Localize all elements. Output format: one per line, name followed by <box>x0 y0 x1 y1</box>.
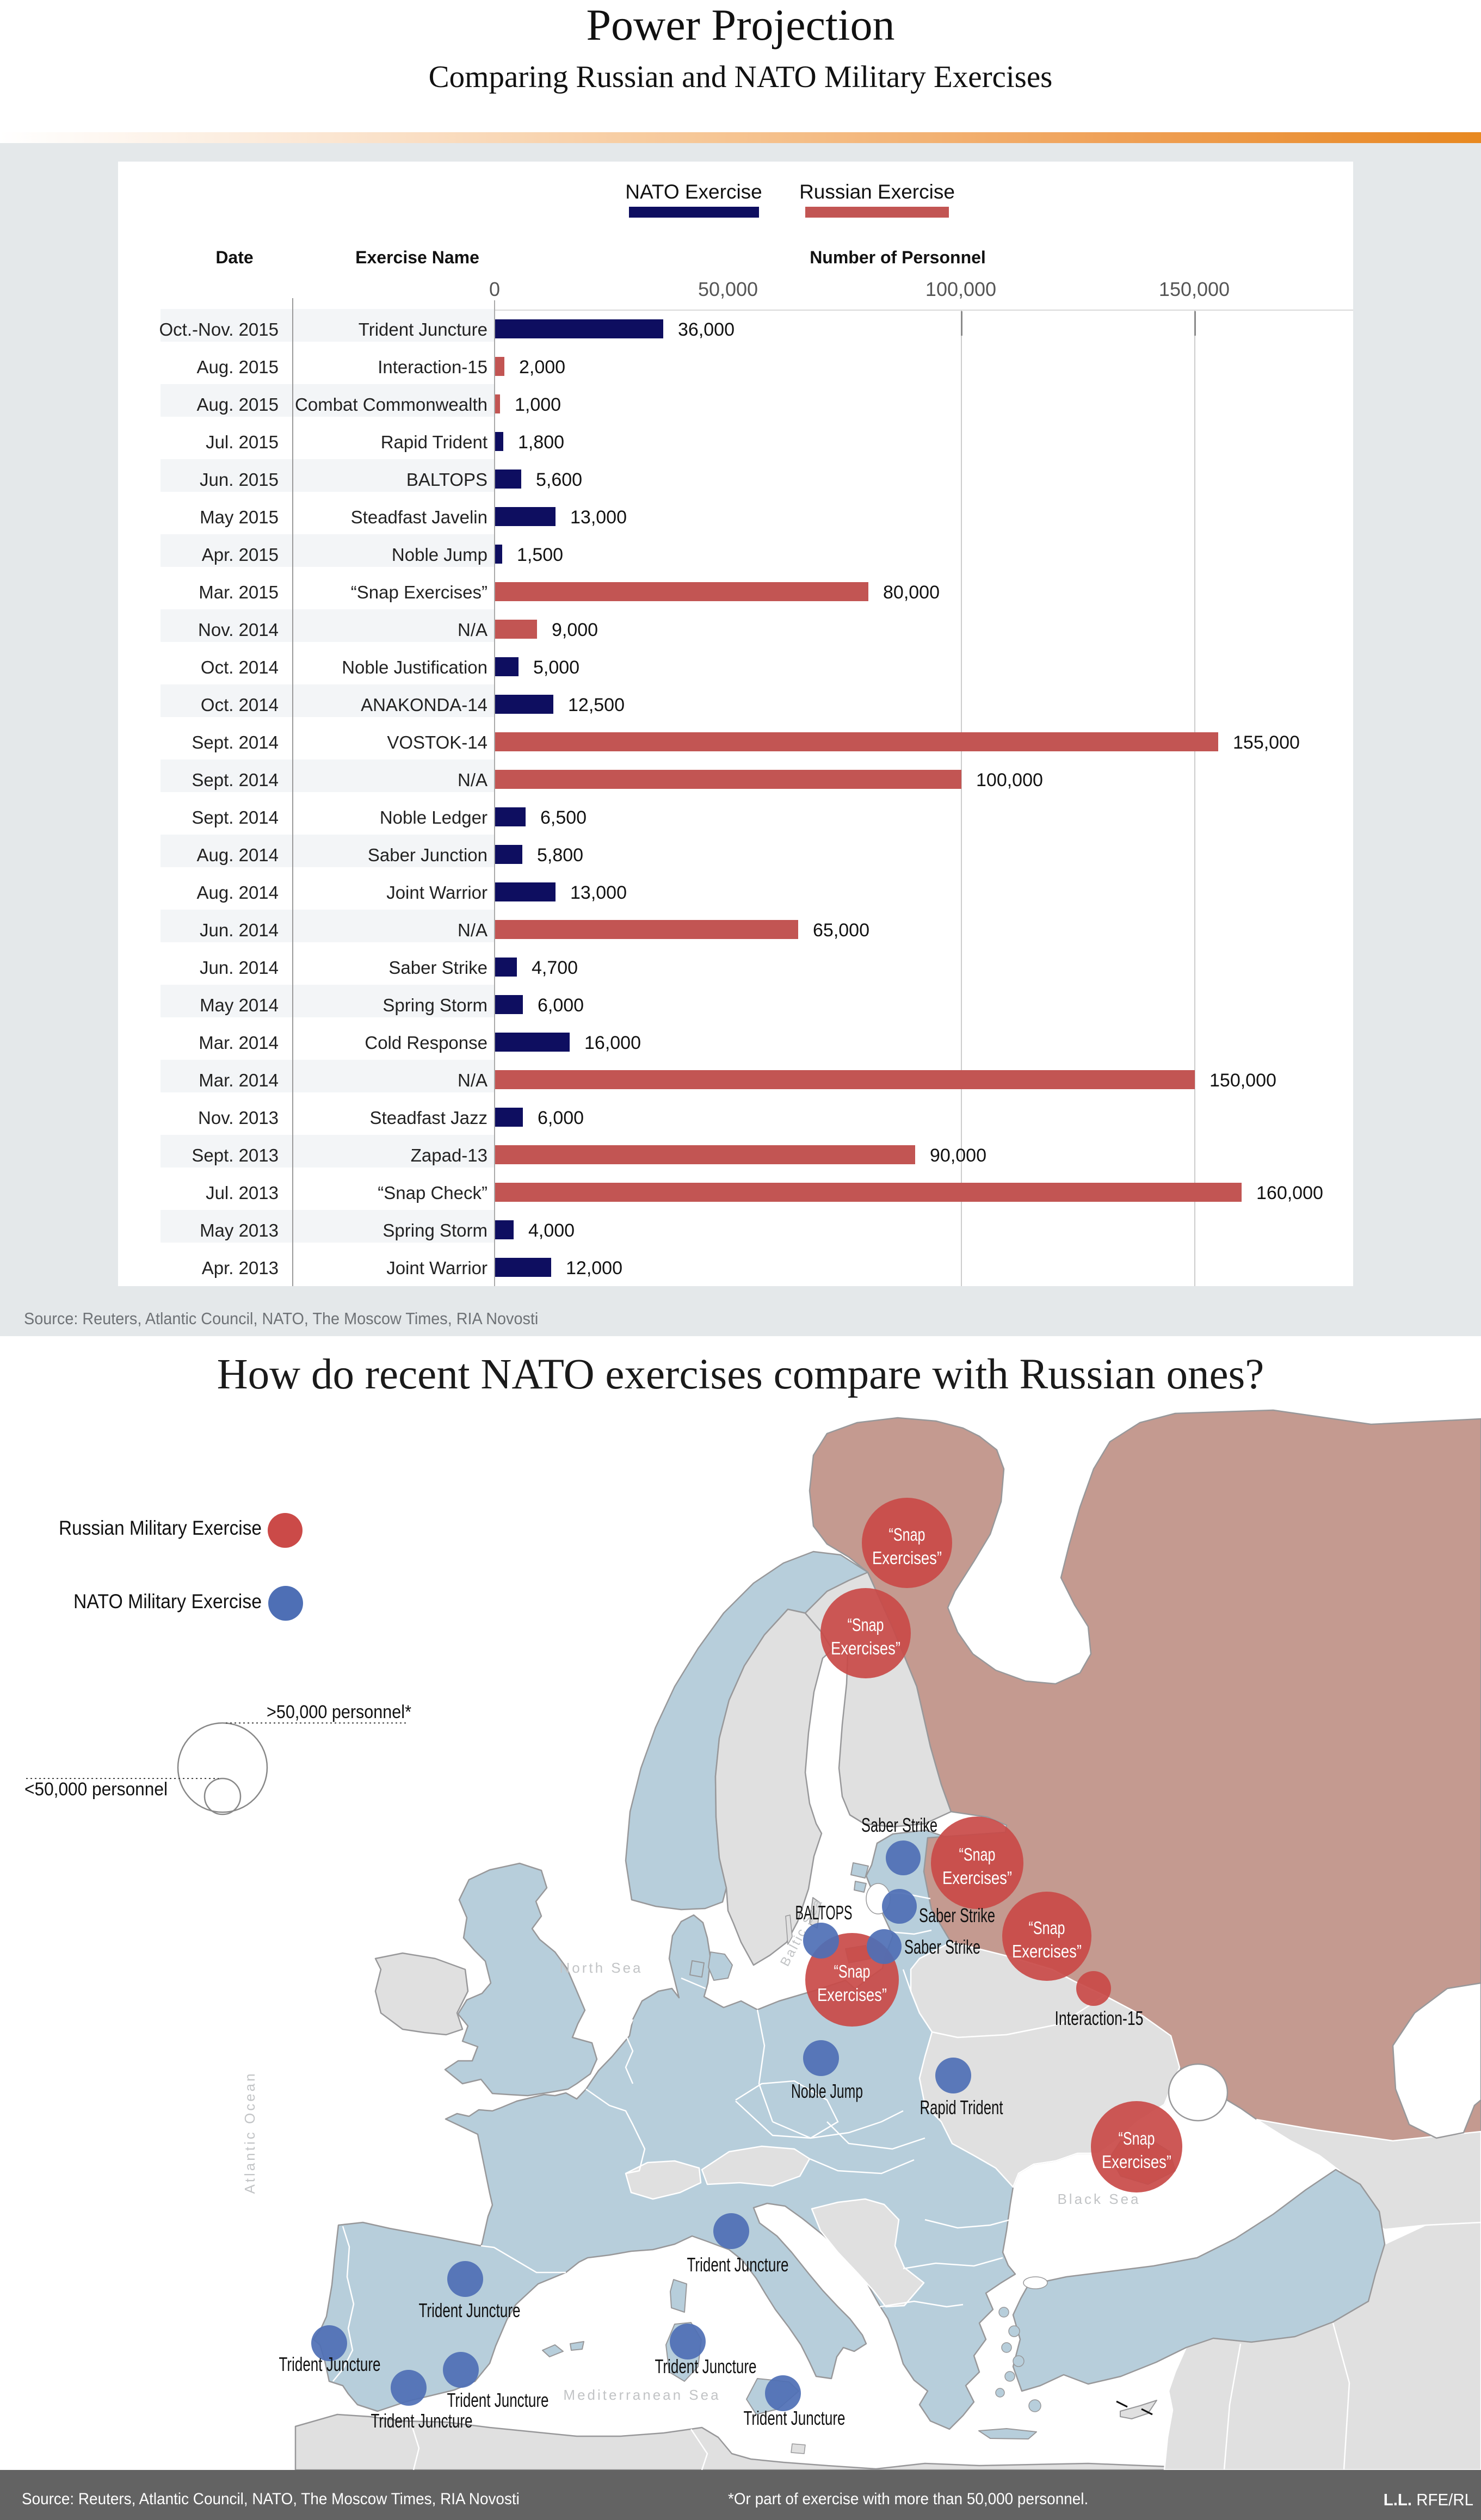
svg-text:Trident Juncture: Trident Juncture <box>371 2410 473 2432</box>
svg-text:Saber Strike: Saber Strike <box>904 1936 980 1958</box>
svg-text:Saber Strike: Saber Strike <box>861 1814 937 1836</box>
svg-text:Black Sea: Black Sea <box>1057 2191 1140 2207</box>
svg-text:Exercises”: Exercises” <box>817 1985 887 2005</box>
svg-text:Trident Juncture: Trident Juncture <box>744 2407 846 2429</box>
svg-text:Mediterranean Sea: Mediterranean Sea <box>563 2387 720 2403</box>
svg-text:“Snap: “Snap <box>848 1615 884 1635</box>
svg-text:Trident Juncture: Trident Juncture <box>419 2299 521 2321</box>
svg-text:Trident Juncture: Trident Juncture <box>447 2389 549 2411</box>
svg-text:“Snap: “Snap <box>959 1844 996 1864</box>
svg-text:“Snap: “Snap <box>1029 1918 1065 1938</box>
svg-text:Russian Military Exercise: Russian Military Exercise <box>59 1517 262 1539</box>
svg-text:Exercises”: Exercises” <box>872 1548 942 1568</box>
svg-text:Exercises”: Exercises” <box>1102 2152 1171 2172</box>
svg-text:Trident Juncture: Trident Juncture <box>279 2353 381 2375</box>
svg-text:Saber Strike: Saber Strike <box>919 1904 995 1926</box>
svg-text:Trident Juncture: Trident Juncture <box>687 2253 789 2276</box>
svg-text:Exercises”: Exercises” <box>831 1638 900 1658</box>
svg-text:NATO Military Exercise: NATO Military Exercise <box>73 1590 262 1613</box>
svg-text:BALTOPS: BALTOPS <box>795 1901 853 1924</box>
svg-text:North Sea: North Sea <box>559 1960 643 1976</box>
svg-text:>50,000 personnel*: >50,000 personnel* <box>267 1702 411 1722</box>
svg-text:Exercises”: Exercises” <box>1012 1941 1082 1961</box>
svg-text:“Snap: “Snap <box>1119 2128 1155 2148</box>
svg-text:Noble Jump: Noble Jump <box>791 2080 863 2102</box>
svg-text:Interaction-15: Interaction-15 <box>1055 2007 1144 2029</box>
svg-text:Exercises”: Exercises” <box>942 1868 1012 1888</box>
svg-text:“Snap: “Snap <box>889 1524 925 1545</box>
svg-text:<50,000 personnel: <50,000 personnel <box>24 1779 168 1800</box>
svg-text:Atlantic Ocean: Atlantic Ocean <box>242 2071 258 2194</box>
svg-text:Rapid Trident: Rapid Trident <box>920 2096 1003 2118</box>
svg-text:“Snap: “Snap <box>834 1961 871 1981</box>
svg-text:Trident Juncture: Trident Juncture <box>655 2355 757 2377</box>
